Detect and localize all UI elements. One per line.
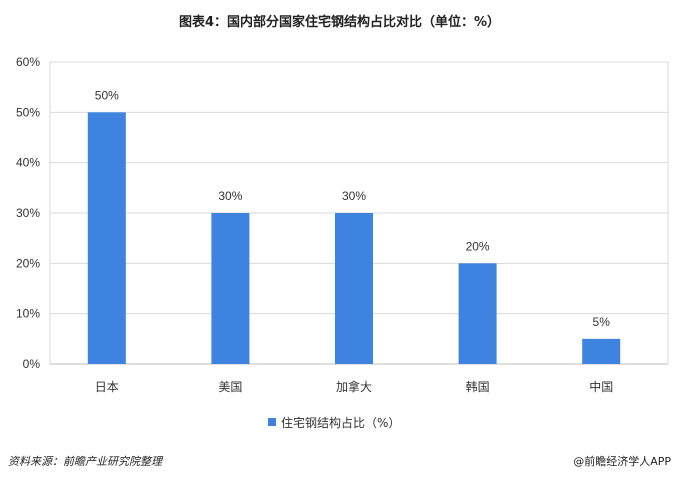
y-tick-label: 10% [16,307,40,321]
bar [211,213,250,364]
legend-swatch [268,418,276,426]
y-tick-label: 40% [16,156,40,170]
x-category-label: 中国 [589,379,613,394]
x-category-label: 日本 [95,380,119,394]
y-tick-label: 30% [16,206,40,220]
y-tick-label: 60% [16,55,40,69]
bar [87,112,126,364]
data-label: 20% [466,239,490,253]
y-tick-label: 20% [16,256,40,270]
x-category-label: 加拿大 [336,379,372,394]
x-category-label: 韩国 [466,379,490,394]
data-labels: 50% 30% 30% 20% 5% [95,88,610,329]
y-tick-label: 0% [23,357,41,371]
bar [458,263,497,364]
data-label: 30% [342,189,366,203]
bar [335,213,373,364]
x-category-label: 美国 [218,380,242,394]
y-axis-ticks: 0% 10% 20% 30% 40% 50% 60% [16,55,40,371]
y-tick-label: 50% [16,105,40,119]
bar [582,338,621,364]
source-note: 资料来源：前瞻产业研究院整理 [8,455,162,468]
data-label: 50% [95,88,119,102]
brand-note: @前瞻经济学人APP [573,455,671,468]
x-axis-labels: 日本 美国 加拿大 韩国 中国 [95,379,613,394]
data-label: 5% [593,315,611,329]
data-label: 30% [218,189,242,203]
legend: 住宅钢结构占比（%） [268,415,400,430]
legend-label: 住宅钢结构占比（%） [281,415,400,430]
chart-title: 图表4：国内部分国家住宅钢结构占比对比（单位：%） [178,15,501,30]
bars [87,112,621,364]
